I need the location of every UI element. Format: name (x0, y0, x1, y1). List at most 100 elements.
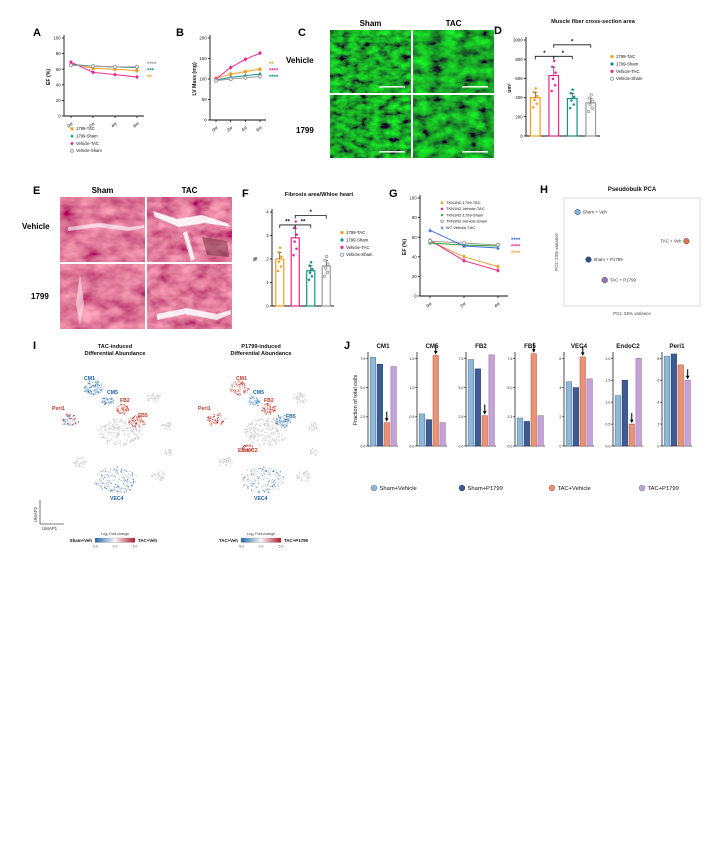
svg-text:TAC+Veh: TAC+Veh (138, 538, 157, 543)
svg-text:P1799-induced: P1799-induced (241, 344, 281, 350)
svg-text:%: % (253, 256, 259, 261)
svg-text:*: * (543, 50, 546, 57)
panel-c-wga-micrographs (330, 30, 494, 158)
svg-text:0w: 0w (211, 125, 219, 133)
svg-text:4: 4 (266, 210, 269, 215)
svg-text:TAC + P1799: TAC + P1799 (610, 278, 637, 283)
panel-e-col-tac: TAC (181, 186, 198, 195)
svg-text:1: 1 (266, 280, 269, 285)
svg-text:Vehicle-TAC: Vehicle-TAC (76, 141, 99, 146)
panel-j-cell-fraction-bars: Fraction of total cells 0.0 2.5 5.0 7.5 CM1 0.… (353, 342, 692, 492)
panel-c-label: C (298, 27, 306, 39)
svg-text:2.5: 2.5 (360, 415, 365, 419)
svg-text:4w: 4w (493, 301, 501, 309)
svg-text:Vehicle-TAC: Vehicle-TAC (346, 245, 370, 250)
svg-text:0w: 0w (425, 301, 433, 309)
svg-text:6: 6 (657, 379, 659, 383)
panel-c-col-sham: Sham (359, 19, 382, 28)
svg-text:80: 80 (56, 51, 61, 56)
svg-text:FB2: FB2 (264, 398, 274, 404)
svg-text:1.5: 1.5 (605, 379, 610, 383)
svg-text:FB5: FB5 (138, 413, 148, 419)
svg-text:FB2: FB2 (120, 398, 130, 404)
svg-text:TAC+P1799: TAC+P1799 (284, 538, 309, 543)
svg-text:VEC4: VEC4 (110, 496, 124, 502)
svg-text:150: 150 (199, 56, 207, 61)
svg-text:100: 100 (409, 196, 417, 201)
svg-text:TKN1N2-1799-TAC: TKN1N2-1799-TAC (446, 200, 481, 205)
svg-text:CM5: CM5 (253, 390, 264, 396)
svg-text:0.0: 0.0 (113, 545, 118, 549)
svg-text:***: *** (147, 68, 155, 74)
svg-text:0: 0 (58, 114, 61, 119)
svg-text:Vehicle-Sham: Vehicle-Sham (346, 252, 373, 257)
svg-text:UMAP2: UMAP2 (33, 506, 38, 522)
svg-text:TKN1N2-Vehicle-TAC: TKN1N2-Vehicle-TAC (446, 206, 485, 211)
svg-text:2.0: 2.0 (605, 357, 610, 361)
panel-c-row-vehicle: Vehicle (286, 56, 314, 65)
svg-text:0.0: 0.0 (409, 444, 414, 448)
svg-text:0: 0 (204, 118, 207, 123)
panel-d-fiber-area-bar-chart: 0 200 400 600 800 1000 um² Muscle fiber cross-s… (507, 19, 643, 139)
svg-text:1799-TAC: 1799-TAC (346, 230, 365, 235)
svg-text:TAC-induced: TAC-induced (98, 344, 133, 350)
svg-text:0: 0 (266, 304, 269, 309)
svg-text:1799-Sham: 1799-Sham (76, 133, 98, 138)
svg-text:FB5: FB5 (286, 414, 296, 420)
panel-i-label: I (33, 340, 37, 352)
svg-text:80: 80 (412, 215, 417, 220)
svg-text:7.5: 7.5 (360, 357, 365, 361)
panel-a-ef-line-chart: 0 20 40 60 80 100 0w 2w 4w 6w EF (%) 1799-TAC 1799-S… (46, 35, 157, 153)
svg-text:2.5: 2.5 (458, 415, 463, 419)
svg-text:*: * (562, 50, 565, 57)
panel-a-label: A (33, 27, 41, 39)
svg-text:2w: 2w (226, 125, 234, 133)
svg-text:Sham+P1799: Sham+P1799 (468, 486, 503, 492)
svg-text:6w: 6w (132, 121, 140, 129)
svg-text:4: 4 (657, 401, 659, 405)
svg-text:1.0: 1.0 (409, 386, 414, 390)
svg-text:Log₂ Fold-change: Log₂ Fold-change (101, 532, 129, 536)
svg-text:VEC4: VEC4 (571, 343, 588, 350)
svg-text:VEC4: VEC4 (254, 496, 268, 502)
svg-text:40: 40 (412, 254, 417, 259)
svg-text:****: **** (511, 238, 521, 244)
svg-text:200: 200 (515, 114, 523, 119)
svg-text:TKN1N2-Vehicle-Sham: TKN1N2-Vehicle-Sham (446, 219, 488, 224)
svg-text:2w: 2w (459, 301, 467, 309)
svg-text:FB2: FB2 (475, 343, 487, 350)
svg-text:2: 2 (266, 257, 269, 262)
svg-text:TAC+P1799: TAC+P1799 (648, 486, 679, 492)
svg-text:Fibrosis area/Whloe heart: Fibrosis area/Whloe heart (285, 192, 354, 198)
svg-text:7.5: 7.5 (458, 357, 463, 361)
svg-text:800: 800 (515, 57, 523, 62)
svg-text:40: 40 (56, 82, 61, 87)
svg-text:Pseudobulk PCA: Pseudobulk PCA (608, 187, 657, 193)
svg-text:60: 60 (412, 235, 417, 240)
svg-text:0.0: 0.0 (259, 545, 264, 549)
svg-text:0: 0 (559, 444, 561, 448)
svg-text:0.0: 0.0 (360, 444, 365, 448)
svg-text:100: 100 (53, 36, 61, 41)
svg-text:TAC+Vehicle: TAC+Vehicle (558, 486, 591, 492)
svg-text:2.5: 2.5 (507, 415, 512, 419)
svg-text:1.5: 1.5 (409, 357, 414, 361)
svg-text:TAC+Veh: TAC+Veh (219, 538, 238, 543)
svg-text:EF (%): EF (%) (402, 239, 408, 255)
svg-text:0: 0 (414, 294, 417, 299)
svg-text:4w: 4w (110, 121, 118, 129)
svg-text:Sham+Veh: Sham+Veh (70, 538, 93, 543)
panel-c-col-tac: TAC (445, 19, 462, 28)
panel-g-label: G (389, 188, 398, 200)
svg-text:**: ** (269, 62, 274, 68)
panel-f-label: F (242, 188, 249, 200)
svg-text:4w: 4w (240, 125, 248, 133)
svg-text:2: 2 (559, 415, 561, 419)
svg-text:1799-Sham: 1799-Sham (616, 61, 639, 66)
svg-text:1000: 1000 (513, 38, 523, 43)
svg-text:Vehicle-TAC: Vehicle-TAC (616, 69, 640, 74)
panel-d-label: D (494, 25, 502, 37)
svg-text:200: 200 (199, 36, 207, 41)
